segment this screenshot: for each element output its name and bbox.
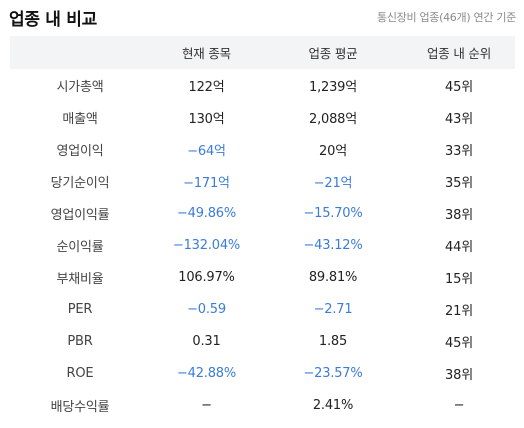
row-label: 부채비율	[56, 271, 104, 287]
industry-rank-value: 35위	[445, 175, 473, 191]
table-row: PER −0.59 −2.71 21위	[10, 293, 515, 325]
industry-rank-value: 45위	[445, 79, 473, 95]
column-header-average: 업종 평균	[308, 46, 358, 61]
current-value: 130억	[188, 111, 225, 127]
table-row: 영업이익 −64억 20억 33위	[10, 133, 515, 165]
current-value: −64억	[187, 143, 226, 159]
row-label: PER	[67, 301, 93, 317]
table-row: PBR 0.31 1.85 45위	[10, 325, 515, 357]
industry-average-value: −2.71	[313, 301, 353, 317]
table-row: 당기순이익 −171억 −21억 35위	[10, 165, 515, 197]
industry-average-value: −43.12%	[303, 237, 363, 253]
row-label: 영업이익률	[50, 207, 110, 223]
row-label: 순이익률	[56, 239, 104, 255]
industry-rank-value: 33위	[445, 143, 473, 159]
table-row: 시가총액 122억 1,239억 45위	[10, 69, 515, 101]
table-row: 영업이익률 −49.86% −15.70% 38위	[10, 197, 515, 229]
industry-average-value: 2,088억	[309, 111, 357, 127]
table-row: 매출액 130억 2,088억 43위	[10, 101, 515, 133]
industry-average-value: 89.81%	[308, 269, 358, 285]
industry-rank-value: 45위	[445, 335, 473, 351]
row-label: 당기순이익	[50, 175, 110, 191]
comparison-table: 현재 종목 업종 평균 업종 내 순위 시가총액 122억 1,239억 45위 매출액…	[10, 36, 515, 421]
current-value: 106.97%	[178, 269, 235, 285]
current-value: −49.86%	[176, 205, 237, 221]
industry-average-value: 2.41%	[312, 397, 354, 413]
table-row: 부채비율 106.97% 89.81% 15위	[10, 261, 515, 293]
industry-average-value: 1,239억	[309, 79, 357, 95]
panel-subtitle: 통신장비 업종(46개) 연간 기준	[377, 11, 516, 24]
industry-average-value: 1.85	[318, 333, 348, 349]
industry-rank-value: 44위	[445, 239, 473, 255]
table-row: 배당수익률 − 2.41% −	[10, 389, 515, 421]
industry-rank-value: 38위	[445, 367, 473, 383]
table-row: 순이익률 −132.04% −43.12% 44위	[10, 229, 515, 261]
row-label: ROE	[66, 365, 94, 381]
industry-average-value: −15.70%	[303, 205, 363, 221]
current-value: 0.31	[192, 333, 221, 349]
current-value: −132.04%	[172, 237, 241, 253]
row-label: 영업이익	[56, 143, 104, 159]
industry-rank-value: 38위	[445, 207, 473, 223]
table-row: ROE −42.88% −23.57% 38위	[10, 357, 515, 389]
current-value: −	[201, 397, 212, 413]
row-label: 배당수익률	[50, 399, 110, 415]
current-value: 122억	[188, 79, 225, 95]
industry-rank-value: −	[453, 397, 465, 413]
industry-rank-value: 21위	[445, 303, 473, 319]
table-header-row: 현재 종목 업종 평균 업종 내 순위	[10, 36, 515, 69]
row-label: PBR	[67, 333, 93, 349]
industry-rank-value: 15위	[445, 271, 473, 287]
industry-average-value: −23.57%	[303, 365, 363, 381]
panel-title: 업종 내 비교	[9, 10, 97, 30]
current-value: −42.88%	[176, 365, 237, 381]
row-label: 시가총액	[56, 79, 104, 95]
industry-rank-value: 43위	[445, 111, 473, 127]
column-header-rank: 업종 내 순위	[426, 46, 492, 61]
current-value: −0.59	[187, 301, 226, 317]
industry-average-value: −21억	[313, 175, 353, 191]
table-body: 시가총액 122억 1,239억 45위 매출액 130억 2,088억 43위 영업이익 −64…	[10, 69, 515, 421]
row-label: 매출액	[62, 111, 98, 127]
column-header-current: 현재 종목	[182, 46, 231, 61]
industry-average-value: 20억	[319, 143, 347, 159]
current-value: −171억	[183, 175, 230, 191]
panel-header: 업종 내 비교 통신장비 업종(46개) 연간 기준	[0, 0, 524, 36]
